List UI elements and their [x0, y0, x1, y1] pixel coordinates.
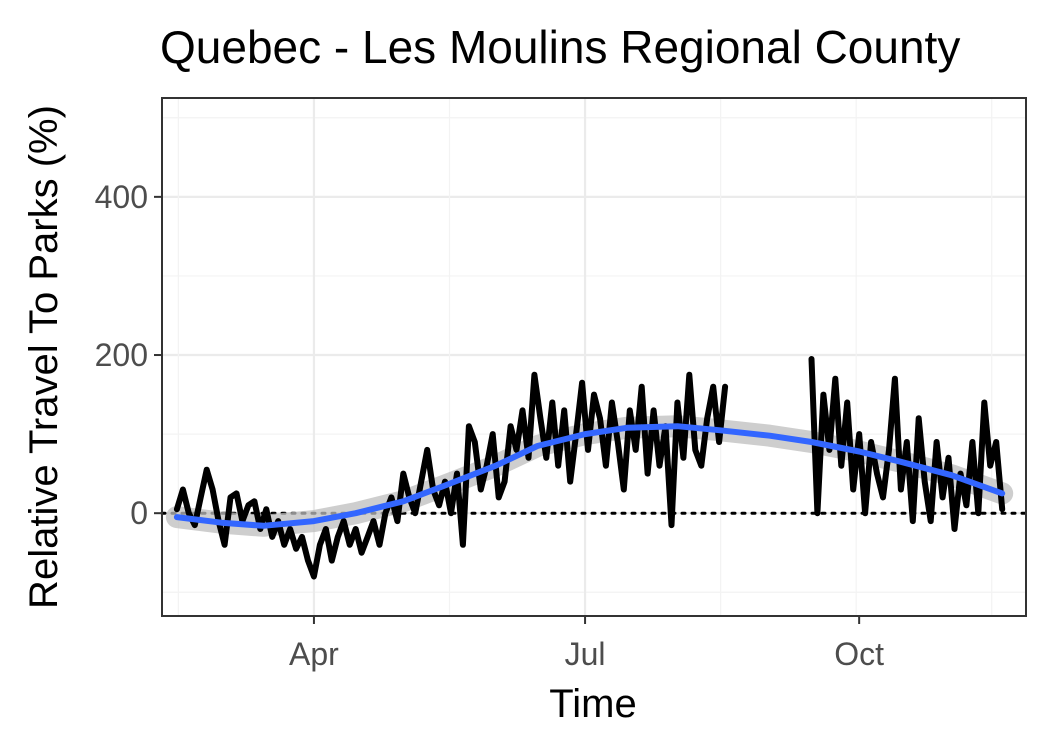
x-axis-title: Time	[549, 682, 636, 726]
plot-panel	[160, 97, 1028, 617]
y-tick-label: 0	[130, 495, 148, 531]
chart-title: Quebec - Les Moulins Regional County	[160, 21, 960, 73]
y-tick-label: 200	[95, 337, 148, 373]
series-line-1	[808, 356, 1006, 532]
series-group	[173, 356, 1006, 580]
x-axis: Apr Jul Oct	[289, 616, 884, 672]
smooth-trend-line	[173, 423, 1006, 529]
y-tick-label: 400	[95, 179, 148, 215]
x-tick-label: Jul	[565, 636, 606, 672]
y-axis-title: Relative Travel To Parks (%)	[22, 105, 66, 609]
panel-border	[161, 97, 1027, 617]
series-line-0	[173, 371, 729, 580]
x-tick-label: Apr	[289, 636, 339, 672]
x-tick-label: Oct	[834, 636, 884, 672]
y-axis: 0 200 400	[95, 179, 162, 531]
